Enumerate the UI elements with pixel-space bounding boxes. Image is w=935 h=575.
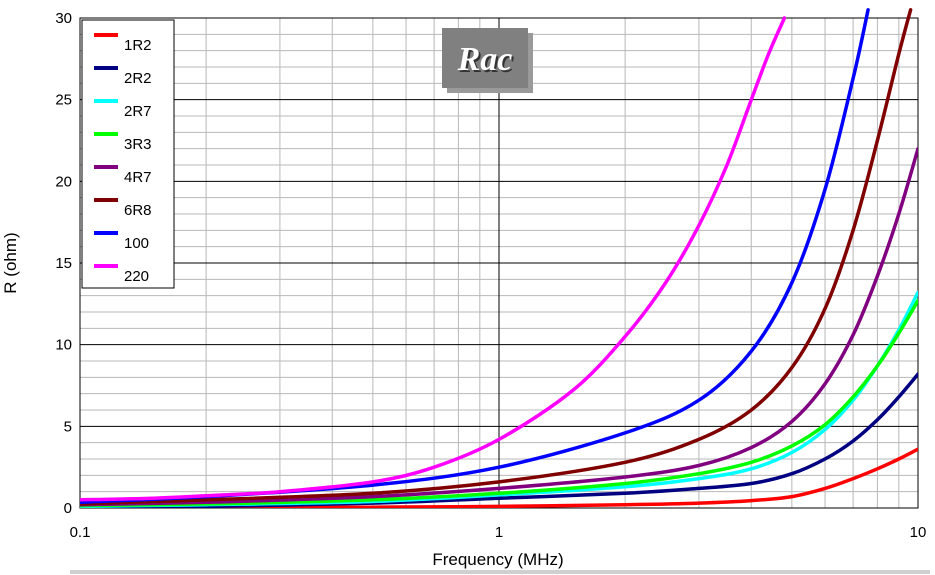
legend-label-4R7: 4R7 (124, 169, 152, 186)
legend-label-1R2: 1R2 (124, 37, 152, 54)
series-line-4R7 (80, 146, 918, 507)
y-tick-label: 25 (55, 92, 72, 109)
series-line-3R3 (80, 298, 918, 508)
series-line-1R2 (80, 447, 918, 508)
bottom-rule (70, 570, 930, 574)
annotation-badge: Rac Rac (442, 28, 533, 93)
x-axis-title: Frequency (MHz) (432, 550, 563, 569)
legend-label-3R3: 3R3 (124, 136, 152, 153)
series-line-220 (80, 16, 787, 502)
x-tick-label: 10 (910, 524, 927, 541)
legend-box (81, 19, 175, 289)
series-line-6R8 (80, 8, 913, 506)
legend-label-6R8: 6R8 (124, 202, 152, 219)
x-axis-ticks: 0.1 1 10 (70, 524, 927, 541)
x-tick-label: 1 (495, 524, 503, 541)
y-tick-label: 5 (64, 418, 72, 435)
legend-label-2R2: 2R2 (124, 70, 152, 87)
annotation-badge-box (442, 28, 528, 88)
legend-label-2R7: 2R7 (124, 103, 152, 120)
y-axis-title: R (ohm) (1, 232, 20, 293)
y-tick-label: 10 (55, 337, 72, 354)
annotation-text: Rac (457, 41, 513, 78)
y-tick-label: 20 (55, 173, 72, 190)
y-tick-label: 30 (55, 10, 72, 27)
x-tick-label: 0.1 (70, 524, 91, 541)
legend-label-220: 220 (124, 268, 149, 285)
legend: 1R2 2R2 2R7 3R3 4R7 6R8 100 220 (81, 19, 175, 289)
y-axis-ticks: 0 5 10 15 20 25 30 (55, 10, 72, 517)
legend-label-100: 100 (124, 235, 149, 252)
y-tick-label: 15 (55, 255, 72, 272)
annotation-text-shadow: Rac (459, 43, 515, 80)
y-tick-label: 0 (64, 500, 72, 517)
series-layer (80, 8, 918, 508)
